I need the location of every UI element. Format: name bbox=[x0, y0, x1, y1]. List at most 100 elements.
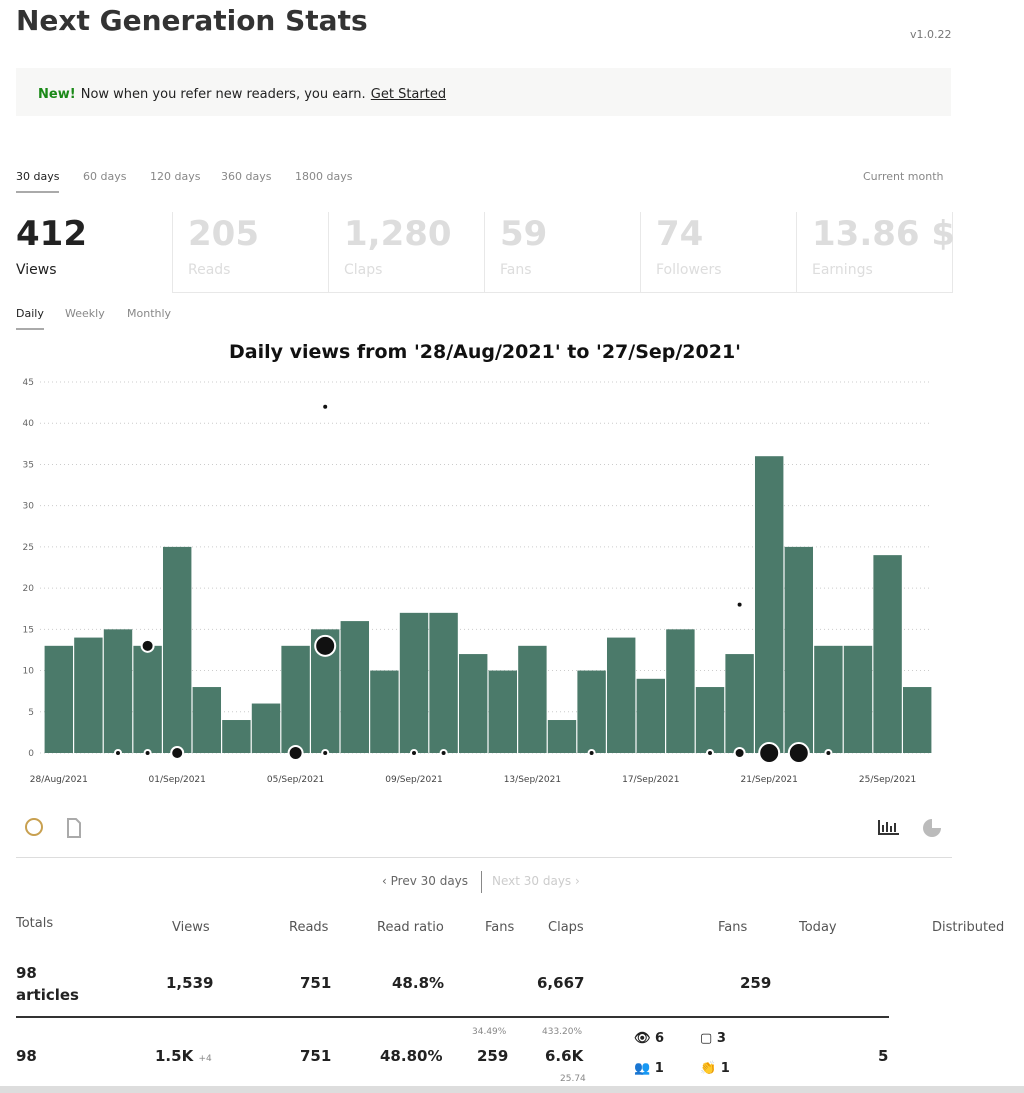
column-header: Views bbox=[172, 920, 210, 935]
next-page[interactable]: Next 30 days › bbox=[492, 874, 580, 888]
x-tick-label: 13/Sep/2021 bbox=[504, 775, 561, 785]
bar bbox=[606, 637, 636, 753]
period-tab[interactable]: Monthly bbox=[127, 307, 172, 320]
stat-card[interactable]: 412 Views bbox=[16, 212, 156, 292]
bar bbox=[666, 629, 695, 753]
bar bbox=[74, 637, 103, 753]
stat-card[interactable]: 74 Followers bbox=[640, 212, 797, 293]
stat-card[interactable]: 1,280 Claps bbox=[328, 212, 485, 293]
bar bbox=[340, 621, 370, 753]
stat-value: 1,280 bbox=[344, 214, 452, 254]
views-delta: +4 bbox=[198, 1054, 212, 1064]
bar bbox=[103, 629, 133, 753]
dot bbox=[824, 749, 833, 757]
row-reads: 751 bbox=[300, 1047, 332, 1065]
column-header: Fans bbox=[718, 920, 748, 935]
y-tick-label: 35 bbox=[23, 460, 34, 470]
column-header: Claps bbox=[548, 920, 584, 935]
prev-page[interactable]: ‹ Prev 30 days bbox=[382, 874, 469, 888]
banner: New! Now when you refer new readers, you… bbox=[16, 68, 951, 116]
y-tick-label: 20 bbox=[23, 584, 35, 594]
column-header: Distributed bbox=[932, 920, 1005, 935]
next-label: Next 30 days bbox=[492, 874, 572, 888]
bar bbox=[399, 612, 429, 753]
stat-value: 205 bbox=[188, 214, 259, 254]
dot bbox=[114, 749, 122, 757]
period-tab[interactable]: Weekly bbox=[65, 307, 105, 320]
banner-link[interactable]: Get Started bbox=[370, 87, 447, 102]
range-tab[interactable]: 60 days bbox=[83, 170, 127, 183]
column-header: Reads bbox=[289, 920, 329, 935]
dot bbox=[140, 638, 155, 653]
range-tab[interactable]: 360 days bbox=[221, 170, 272, 183]
banner-text: Now when you refer new readers, you earn… bbox=[80, 87, 366, 102]
y-tick-label: 0 bbox=[28, 749, 34, 759]
icons-left bbox=[25, 818, 43, 836]
stat-value: 13.86 $ bbox=[812, 214, 956, 254]
column-header: Fans bbox=[485, 920, 515, 935]
bar bbox=[695, 687, 725, 753]
x-tick-label: 21/Sep/2021 bbox=[741, 775, 798, 785]
column-header: Totals bbox=[16, 916, 54, 931]
stat-label: Earnings bbox=[812, 262, 873, 278]
row-ratio: 48.80% bbox=[380, 1047, 443, 1065]
bar bbox=[281, 645, 310, 753]
y-tick-label: 25 bbox=[23, 543, 34, 553]
dot bbox=[314, 634, 337, 657]
bar bbox=[873, 555, 902, 753]
views: 1.5K bbox=[155, 1047, 194, 1065]
row-claps: 6.6K bbox=[545, 1047, 584, 1065]
y-tick-label: 45 bbox=[23, 378, 34, 388]
stat-label: Claps bbox=[344, 262, 383, 278]
stat-value: 59 bbox=[500, 214, 548, 254]
chart: Daily views from '28/Aug/2021' to '27/Se… bbox=[23, 341, 932, 785]
dot bbox=[733, 747, 746, 759]
bar bbox=[784, 546, 814, 753]
stat-value: 412 bbox=[16, 214, 87, 254]
x-tick-label: 01/Sep/2021 bbox=[149, 775, 206, 785]
dot bbox=[735, 600, 744, 609]
period-tab[interactable]: Daily bbox=[16, 307, 44, 330]
row-fans: 259 bbox=[477, 1047, 509, 1065]
y-tick-label: 40 bbox=[23, 419, 35, 429]
range-tab[interactable]: 1800 days bbox=[295, 170, 353, 183]
bar bbox=[547, 720, 577, 753]
stat-card[interactable]: 13.86 $ Earnings bbox=[796, 212, 956, 293]
chart-switch[interactable] bbox=[878, 818, 948, 838]
x-tick-label: 17/Sep/2021 bbox=[622, 775, 679, 785]
stat-value: 74 bbox=[656, 214, 704, 254]
stat-card[interactable]: 205 Reads bbox=[172, 212, 329, 293]
icon-reads: ▢ 3 bbox=[700, 1031, 726, 1046]
bar bbox=[251, 703, 281, 753]
dot bbox=[439, 749, 448, 757]
icon-fans: 👥 1 bbox=[634, 1061, 664, 1076]
dot bbox=[321, 749, 330, 757]
icon-views-n: 6 bbox=[655, 1031, 665, 1046]
totals-articles: 98 articles bbox=[16, 964, 79, 1004]
y-tick-label: 10 bbox=[23, 667, 35, 677]
chart-title: Daily views from '28/Aug/2021' to '27/Se… bbox=[229, 341, 741, 363]
column-header: Today bbox=[799, 920, 837, 935]
bar bbox=[725, 654, 754, 753]
export-icon[interactable] bbox=[66, 818, 82, 838]
badge: New! bbox=[38, 87, 76, 102]
version: v1.0.22 bbox=[910, 28, 952, 41]
bar bbox=[843, 645, 873, 753]
dot bbox=[706, 749, 714, 757]
bar bbox=[44, 645, 74, 753]
bar bbox=[577, 670, 606, 753]
dot bbox=[170, 746, 185, 760]
icon-claps-n: 1 bbox=[720, 1061, 730, 1076]
range-tab[interactable]: 30 days bbox=[16, 170, 60, 193]
divider bbox=[16, 857, 952, 858]
range-tab[interactable]: 120 days bbox=[150, 170, 201, 183]
current-month[interactable]: Current month bbox=[863, 170, 944, 183]
stat-label: Reads bbox=[188, 262, 231, 278]
bar bbox=[754, 456, 784, 753]
stat-card[interactable]: 59 Fans bbox=[484, 212, 641, 293]
x-tick-label: 09/Sep/2021 bbox=[385, 775, 442, 785]
earnings-icon[interactable] bbox=[25, 818, 43, 836]
dot bbox=[758, 742, 781, 764]
totals-views: 1,539 bbox=[166, 974, 214, 992]
